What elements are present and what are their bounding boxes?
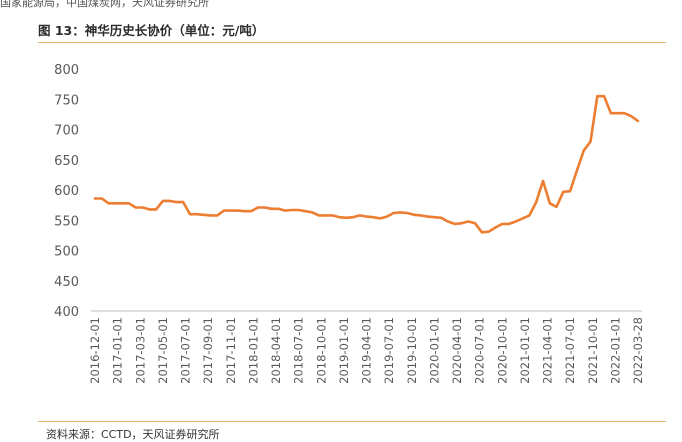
x-tick-label: 2020-04-01 (450, 317, 464, 384)
footer-divider (38, 421, 666, 422)
y-tick-label: 500 (54, 245, 79, 260)
plot-area (93, 94, 640, 234)
x-tick-label: 2019-10-01 (405, 317, 419, 384)
x-tick-label: 2020-07-01 (473, 317, 487, 384)
x-tick-label: 2022-01-01 (608, 317, 622, 384)
x-tick-label: 2021-07-01 (563, 317, 577, 384)
x-axis: 2016-12-01 2017-01-01 2017-03-01 2017-05-01… (88, 310, 645, 384)
y-tick-label: 450 (54, 275, 79, 290)
x-tick-label: 2022-03-28 (631, 317, 645, 384)
y-tick-label: 800 (54, 63, 79, 78)
y-tick-label: 700 (54, 124, 79, 139)
source-note: 资料来源：CCTD，天风证券研究所 (46, 428, 220, 441)
x-tick-label: 2019-01-01 (337, 317, 351, 384)
x-tick-label: 2017-09-01 (201, 317, 215, 384)
x-tick-label: 2018-10-01 (314, 317, 328, 384)
x-tick-label: 2017-07-01 (179, 317, 193, 384)
y-tick-label: 600 (54, 184, 79, 199)
x-tick-label: 2020-10-01 (495, 317, 509, 384)
figure-title: 图 13：神华历史长协价（单位：元/吨） (38, 23, 265, 38)
header-source-text: 国家能源局，中国煤炭网，天风证券研究所 (0, 0, 209, 9)
x-tick-label: 2021-01-01 (518, 317, 532, 384)
x-tick-label: 2021-10-01 (586, 317, 600, 384)
x-tick-label: 2021-04-01 (541, 317, 555, 384)
x-tick-label: 2019-07-01 (382, 317, 396, 384)
y-tick-label: 650 (54, 154, 79, 169)
x-tick-label: 2017-05-01 (156, 317, 170, 384)
x-tick-label: 2016-12-01 (88, 317, 102, 384)
x-tick-label: 2017-01-01 (111, 317, 125, 384)
title-divider (38, 42, 666, 43)
x-tick-label: 2017-11-01 (224, 317, 238, 384)
x-tick-label: 2018-04-01 (269, 317, 283, 384)
x-tick-label: 2017-03-01 (133, 317, 147, 384)
price-series-line (93, 94, 640, 234)
y-tick-label: 750 (54, 93, 79, 108)
y-tick-label: 550 (54, 214, 79, 229)
x-tick-label: 2020-01-01 (427, 317, 441, 384)
y-tick-label: 400 (54, 305, 79, 320)
x-tick-label: 2018-07-01 (292, 317, 306, 384)
y-axis: 400 450 500 550 600 650 700 750 800 (54, 63, 79, 320)
x-tick-label: 2018-01-01 (246, 317, 260, 384)
x-tick-label: 2019-04-01 (360, 317, 374, 384)
